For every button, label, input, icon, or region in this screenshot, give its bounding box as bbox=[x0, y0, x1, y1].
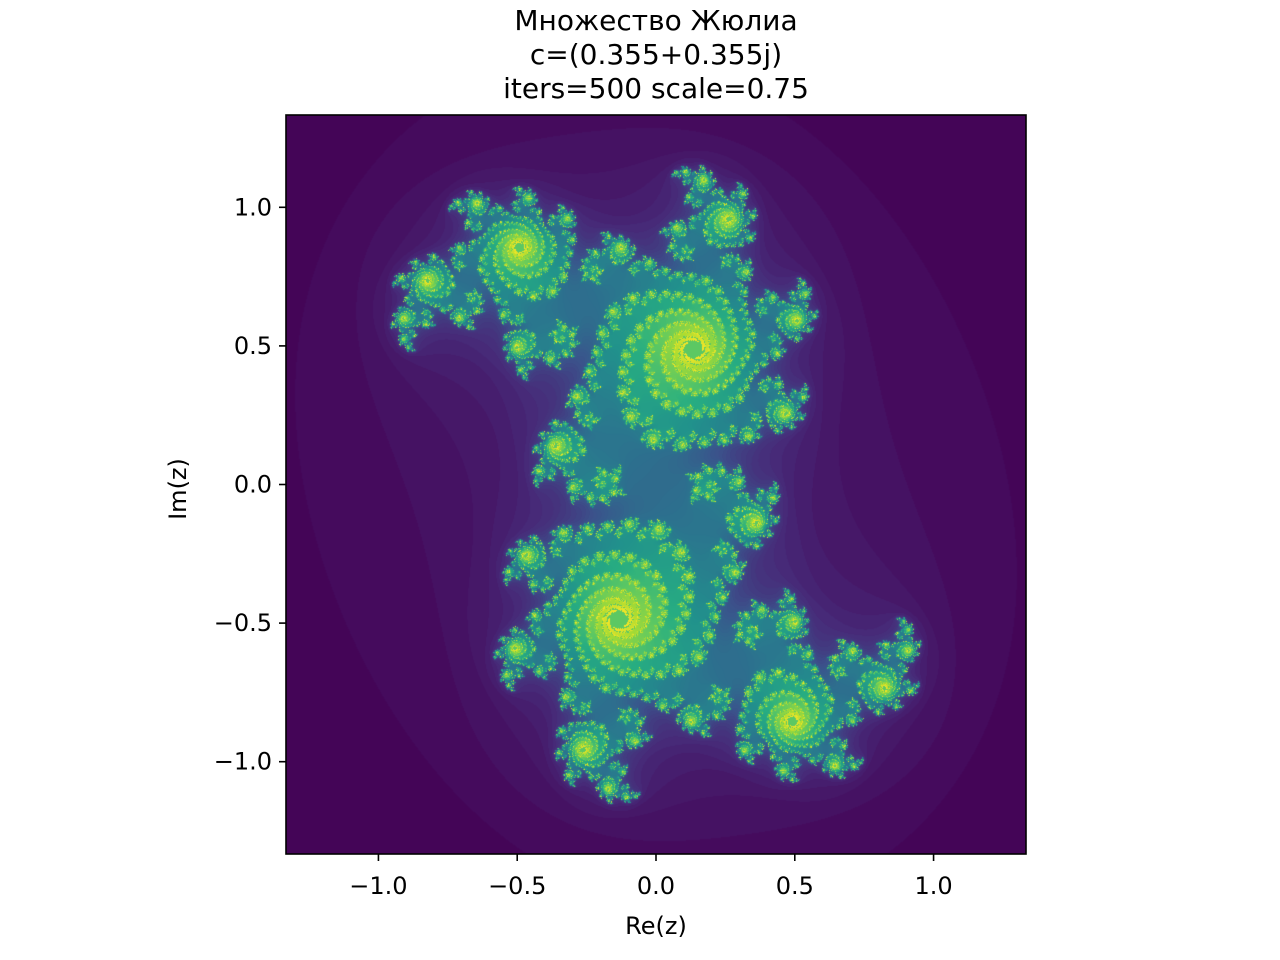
x-tick-label: 1.0 bbox=[914, 872, 952, 900]
x-tick-label: 0.5 bbox=[776, 872, 814, 900]
x-tick-label: −1.0 bbox=[349, 872, 407, 900]
chart-title-line-1: Множество Жюлиа bbox=[514, 4, 797, 37]
x-axis-ticks: −1.0 −0.5 0.0 0.5 1.0 bbox=[349, 854, 953, 900]
y-axis-label: Im(z) bbox=[164, 458, 192, 520]
y-tick-label: 1.0 bbox=[234, 193, 272, 221]
y-tick-label: −0.5 bbox=[214, 609, 272, 637]
y-tick-label: 0.5 bbox=[234, 332, 272, 360]
julia-set-image bbox=[286, 115, 1026, 854]
x-tick-label: −0.5 bbox=[488, 872, 546, 900]
chart-title-line-2: c=(0.355+0.355j) bbox=[530, 38, 782, 71]
chart-title-line-3: iters=500 scale=0.75 bbox=[503, 72, 809, 105]
x-tick-label: 0.0 bbox=[637, 872, 675, 900]
y-tick-label: −1.0 bbox=[214, 748, 272, 776]
chart-title: Множество Жюлиа c=(0.355+0.355j) iters=5… bbox=[503, 4, 809, 105]
x-axis-label: Re(z) bbox=[625, 912, 687, 940]
y-tick-label: 0.0 bbox=[234, 471, 272, 499]
y-axis-ticks: 1.0 0.5 0.0 −0.5 −1.0 bbox=[214, 193, 286, 776]
